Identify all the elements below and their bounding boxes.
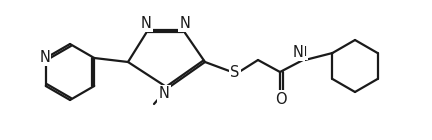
Text: O: O [275,92,287,107]
Text: N: N [39,50,50,65]
Text: H: H [297,45,307,59]
Text: N: N [140,16,152,31]
Text: N: N [159,87,169,102]
Text: N: N [292,45,303,60]
Text: N: N [180,16,191,31]
Text: S: S [230,65,240,80]
